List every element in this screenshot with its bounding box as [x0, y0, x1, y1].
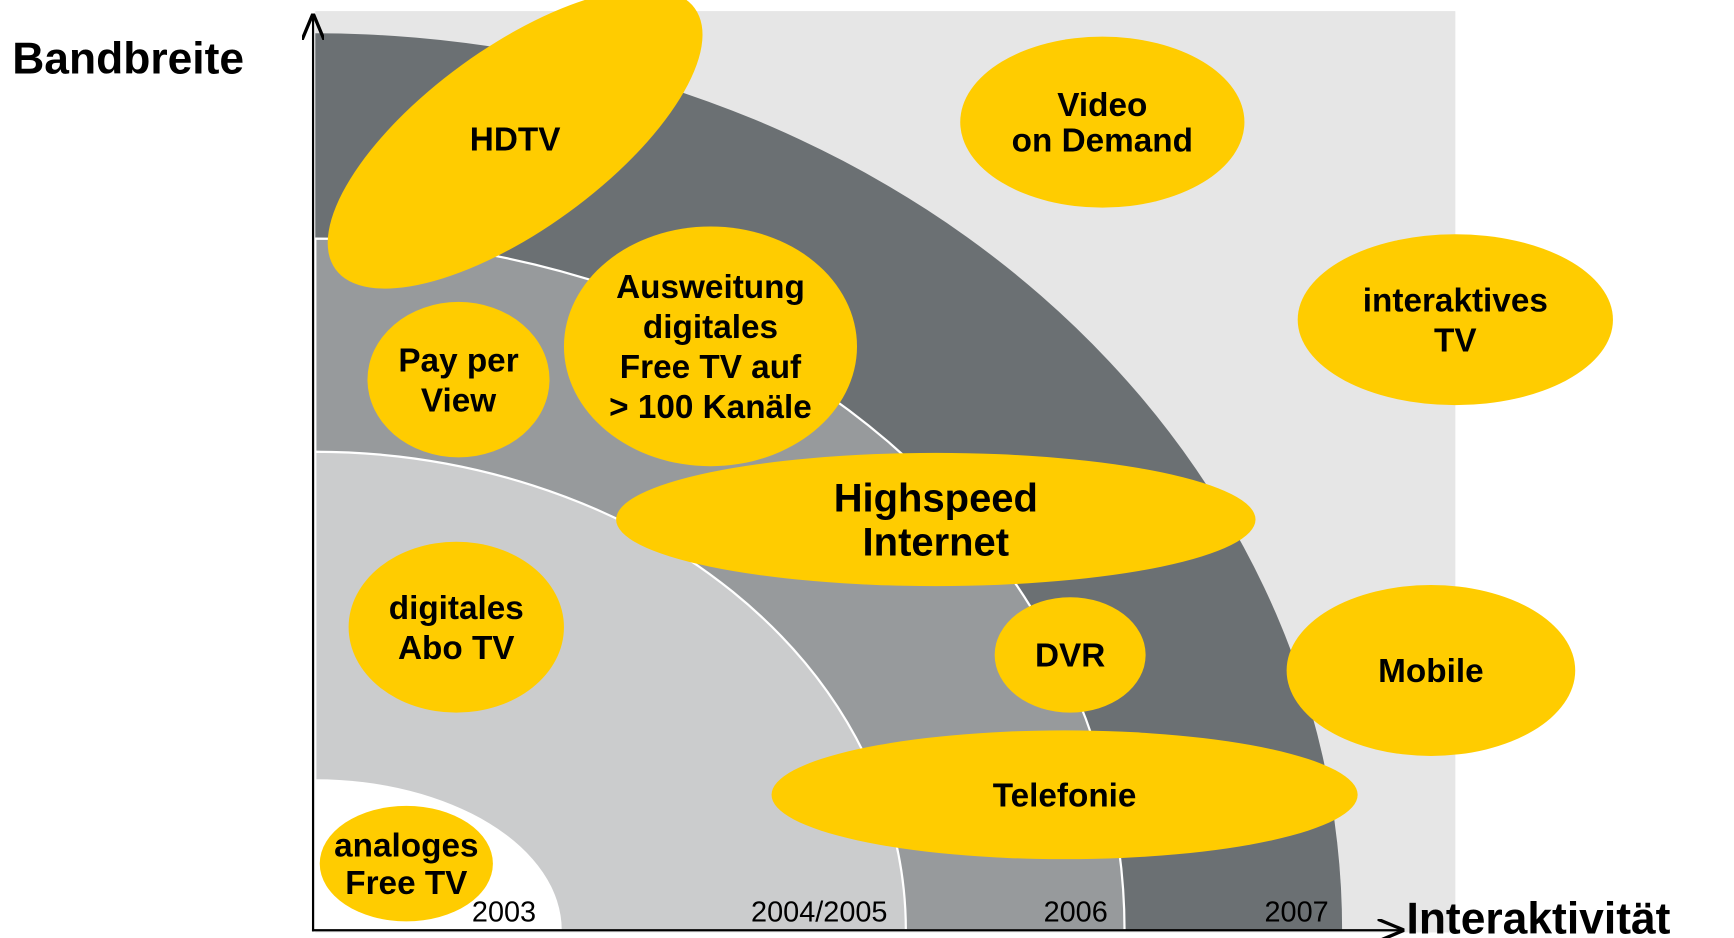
node-label: Internet: [863, 521, 1010, 565]
node-label: Abo TV: [398, 630, 515, 667]
node-ellipse: [1286, 585, 1576, 756]
node-label: DVR: [1035, 638, 1105, 675]
period-label: 2007: [1264, 896, 1328, 928]
node-ellipse: [616, 452, 1256, 587]
node-label: digitales: [643, 309, 778, 346]
node-label: > 100 Kanäle: [609, 389, 812, 426]
node-label: Pay per: [398, 342, 518, 379]
y-axis-label: Bandbreite: [12, 34, 244, 83]
node-ellipse: [319, 805, 493, 922]
node-label: Video: [1057, 87, 1147, 124]
node-label: Free TV auf: [620, 349, 802, 386]
node: DVR: [994, 597, 1146, 713]
node-label: Telefonie: [993, 777, 1137, 814]
node-ellipse: [367, 301, 550, 458]
node-ellipse: [1297, 234, 1613, 406]
node-ellipse: [771, 730, 1358, 860]
node-ellipse: [994, 597, 1146, 713]
node-ellipse: [563, 226, 858, 467]
node-label: HDTV: [470, 121, 561, 158]
periods: 2003 2004/2005 2006 2007: [472, 896, 1329, 928]
node-label: Mobile: [1378, 653, 1483, 690]
node: HDTV: [327, 0, 703, 289]
node-label: on Demand: [1012, 123, 1193, 160]
period-label: 2003: [472, 896, 536, 928]
node: Mobile: [1286, 585, 1576, 756]
node-label: interaktives: [1363, 282, 1548, 319]
node: Telefonie: [771, 730, 1358, 860]
node-label: TV: [1434, 322, 1477, 359]
period-label: 2004/2005: [751, 896, 887, 928]
node-ellipse: [327, 0, 703, 289]
node-label: digitales: [389, 590, 524, 627]
node-label: View: [421, 382, 496, 419]
x-axis-label: Interaktivität: [1406, 895, 1670, 938]
node-label: Highspeed: [834, 476, 1038, 520]
node-ellipse: [348, 541, 564, 713]
node-label: Free TV: [345, 865, 467, 902]
node-label: analoges: [334, 827, 478, 864]
period-label: 2006: [1044, 896, 1108, 928]
node-label: Ausweitung: [616, 269, 805, 306]
node-ellipse: [960, 36, 1245, 208]
